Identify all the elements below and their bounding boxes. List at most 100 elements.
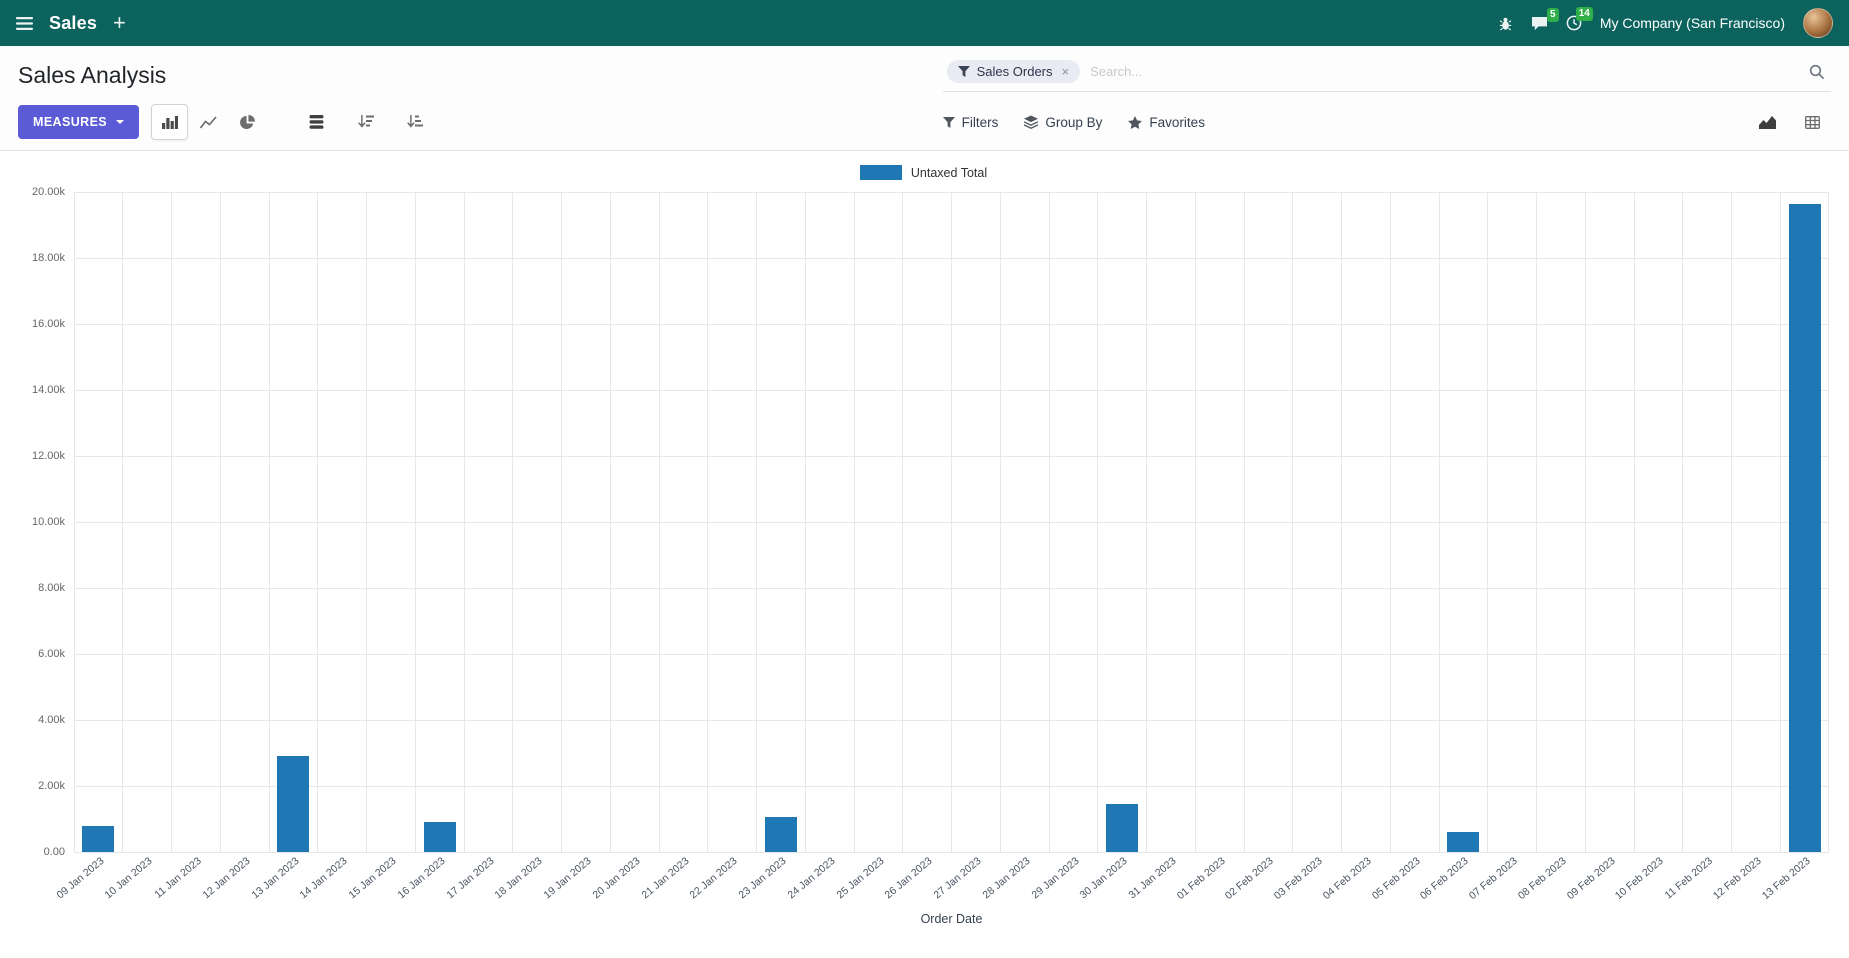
x-tick-label: 10 Feb 2023: [1613, 855, 1667, 903]
group-by-icon: [1024, 115, 1039, 129]
bar[interactable]: [764, 817, 797, 852]
x-tick-label: 31 Jan 2023: [1126, 855, 1179, 902]
bar-chart-icon: [161, 115, 178, 129]
y-tick-label: 14.00k: [31, 384, 65, 396]
gridline: [74, 851, 1829, 853]
facet-remove-icon[interactable]: ×: [1061, 64, 1070, 79]
avatar[interactable]: [1803, 8, 1833, 38]
measures-button[interactable]: MEASURES: [18, 105, 140, 139]
pie-chart-button[interactable]: [229, 104, 266, 140]
x-tick-label: 11 Feb 2023: [1662, 855, 1715, 902]
gridline: [1389, 192, 1391, 852]
search-input[interactable]: Search...: [1090, 64, 1143, 79]
gridline: [1146, 192, 1147, 852]
legend-swatch: [859, 165, 902, 180]
filters-label: Filters: [961, 114, 999, 130]
y-axis: 0.00 2.00k 4.00k 6.00k 8.00k 10.00k 12.00k 14.0…: [18, 186, 74, 858]
filters-button[interactable]: Filters: [942, 114, 999, 130]
messages-button[interactable]: 5: [1531, 7, 1559, 31]
bar[interactable]: [1447, 831, 1480, 852]
line-chart-icon: [200, 115, 217, 129]
activities-badge: 14: [1575, 7, 1593, 21]
new-plus-button[interactable]: +: [113, 12, 126, 34]
x-axis-title: Order Date: [920, 912, 983, 926]
x-tick-label: 21 Jan 2023: [639, 855, 692, 902]
menu-icon: [16, 16, 33, 30]
gridline: [1682, 192, 1684, 852]
y-tick-label: 6.00k: [38, 648, 65, 660]
chart-type-switcher: [151, 104, 266, 140]
gridline: [317, 192, 319, 852]
x-tick-label: 13 Jan 2023: [249, 855, 302, 902]
gridline: [1438, 192, 1440, 852]
gridline: [1536, 192, 1537, 852]
x-axis: 09 Jan 2023 10 Jan 2023 11 Jan 2023 12 Jan …: [54, 852, 1829, 910]
y-tick-label: 0.00: [43, 846, 65, 858]
legend-label: Untaxed Total: [910, 165, 988, 180]
gridline: [1243, 192, 1245, 852]
gridline: [951, 192, 952, 852]
gridline: [1194, 192, 1196, 852]
x-tick-label: 24 Jan 2023: [785, 855, 838, 902]
x-tick-label: 09 Feb 2023: [1564, 855, 1618, 903]
bar[interactable]: [423, 822, 456, 852]
gridline: [561, 192, 562, 852]
bar-chart-button[interactable]: [151, 104, 189, 140]
sort-desc-icon: [357, 115, 374, 129]
gridline: [1731, 192, 1732, 852]
favorites-button[interactable]: Favorites: [1128, 115, 1205, 130]
line-chart-button[interactable]: [190, 104, 227, 140]
chart-section: Untaxed Total 0.00 2.00k 4.00k 6.00k 8.00k 10…: [0, 151, 1849, 936]
x-tick-label: 10 Jan 2023: [102, 855, 155, 902]
x-tick-label: 05 Feb 2023: [1369, 855, 1423, 903]
gridline: [512, 192, 514, 852]
bar[interactable]: [1788, 203, 1821, 852]
gridline: [414, 192, 416, 852]
gridline: [1097, 192, 1099, 852]
bar[interactable]: [1106, 803, 1139, 852]
x-tick-label: 27 Jan 2023: [931, 855, 984, 902]
gridline: [609, 192, 611, 852]
apps-menu-button[interactable]: [16, 16, 33, 30]
x-tick-label: 26 Jan 2023: [882, 855, 935, 902]
sort-ascending-button[interactable]: [396, 104, 433, 140]
debug-button[interactable]: [1498, 16, 1513, 31]
search-bar[interactable]: Sales Orders × Search...: [942, 58, 1831, 92]
graph-toolbar: MEASURES: [18, 104, 943, 140]
search-options: Filters Group By Favorites: [942, 114, 1205, 130]
page-title: Sales Analysis: [18, 61, 167, 88]
search-facet-sales-orders[interactable]: Sales Orders ×: [946, 60, 1081, 83]
app-name[interactable]: Sales: [49, 12, 98, 33]
activities-button[interactable]: 14: [1566, 7, 1593, 31]
gridline: [171, 192, 172, 852]
x-tick-label: 20 Jan 2023: [590, 855, 643, 902]
bar[interactable]: [82, 826, 115, 852]
company-switcher[interactable]: My Company (San Francisco): [1599, 15, 1785, 31]
bar[interactable]: [277, 756, 310, 852]
stacked-icon: [309, 115, 324, 129]
gridline: [268, 192, 270, 852]
x-tick-label: 23 Jan 2023: [736, 855, 789, 902]
favorites-star-icon: [1128, 115, 1143, 129]
x-tick-label: 04 Feb 2023: [1320, 855, 1374, 903]
gridline: [1828, 192, 1829, 852]
control-panel: Sales Analysis Sales Orders × Search... …: [0, 46, 1849, 151]
pivot-view-button[interactable]: [1794, 104, 1831, 140]
search-icon[interactable]: [1809, 64, 1825, 80]
x-tick-label: 12 Jan 2023: [200, 855, 253, 902]
graph-view-button[interactable]: [1749, 104, 1786, 140]
chart-legend[interactable]: Untaxed Total: [18, 157, 1829, 192]
x-tick-label: 03 Feb 2023: [1271, 855, 1325, 903]
systray: 5 14 My Company (San Francisco): [1498, 7, 1833, 38]
gridline: [1584, 192, 1586, 852]
sort-asc-icon: [406, 115, 423, 129]
x-tick-label: 29 Jan 2023: [1029, 855, 1082, 902]
messages-icon: [1531, 16, 1548, 31]
gridline: [1341, 192, 1342, 852]
gridline: [902, 192, 904, 852]
stacked-button[interactable]: [298, 104, 335, 140]
x-tick-label: 25 Jan 2023: [834, 855, 887, 902]
sort-descending-button[interactable]: [347, 104, 384, 140]
gridline: [366, 192, 367, 852]
group-by-button[interactable]: Group By: [1024, 115, 1102, 130]
